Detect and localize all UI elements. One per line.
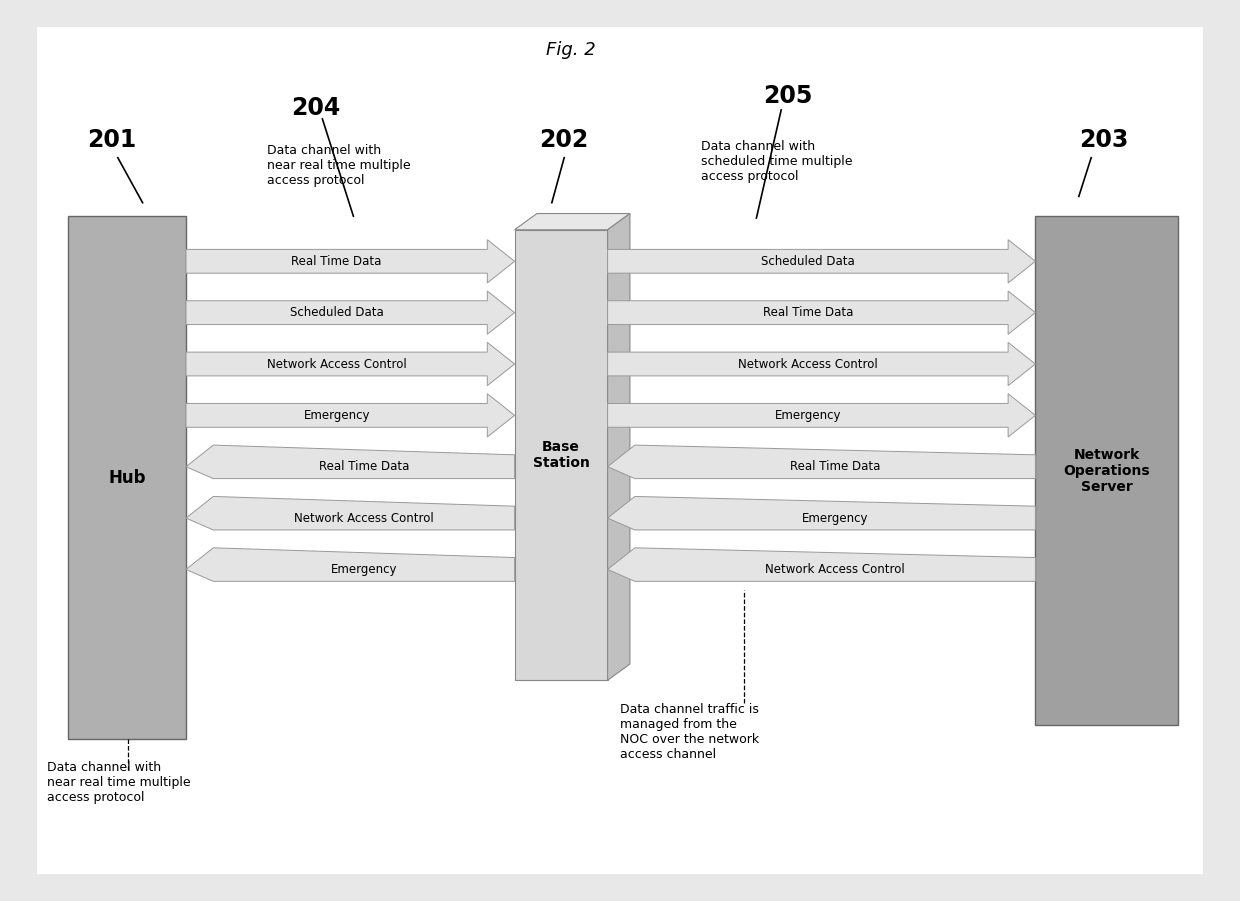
Bar: [68, 216, 186, 739]
Text: Data channel with
scheduled time multiple
access protocol: Data channel with scheduled time multipl…: [701, 140, 852, 183]
Bar: [1035, 216, 1178, 725]
Text: Scheduled Data: Scheduled Data: [761, 255, 854, 268]
Text: Hub: Hub: [108, 469, 146, 487]
Polygon shape: [608, 342, 1035, 386]
Polygon shape: [608, 445, 1035, 478]
Bar: [515, 230, 608, 680]
Text: Data channel with
near real time multiple
access protocol: Data channel with near real time multipl…: [47, 761, 191, 805]
Text: Emergency: Emergency: [802, 512, 868, 524]
Text: Data channel traffic is
managed from the
NOC over the network
access channel: Data channel traffic is managed from the…: [620, 703, 759, 760]
FancyBboxPatch shape: [37, 27, 1203, 874]
Polygon shape: [608, 394, 1035, 437]
Text: 203: 203: [1079, 128, 1128, 151]
Text: 205: 205: [763, 85, 812, 108]
Polygon shape: [186, 342, 515, 386]
Polygon shape: [608, 496, 1035, 530]
Text: Data channel with
near real time multiple
access protocol: Data channel with near real time multipl…: [267, 144, 410, 187]
Text: 204: 204: [291, 96, 341, 120]
Polygon shape: [186, 548, 515, 581]
Polygon shape: [186, 445, 515, 478]
Text: Emergency: Emergency: [304, 409, 370, 422]
Text: Scheduled Data: Scheduled Data: [290, 306, 383, 319]
Text: Emergency: Emergency: [331, 563, 397, 576]
Polygon shape: [608, 240, 1035, 283]
Polygon shape: [608, 214, 630, 680]
Text: Network Access Control: Network Access Control: [267, 358, 407, 370]
Polygon shape: [186, 496, 515, 530]
Text: Real Time Data: Real Time Data: [790, 460, 880, 473]
Polygon shape: [186, 291, 515, 334]
Text: Base
Station: Base Station: [533, 440, 589, 470]
Polygon shape: [515, 214, 630, 230]
Text: Network Access Control: Network Access Control: [765, 563, 905, 576]
Polygon shape: [186, 240, 515, 283]
Text: 201: 201: [87, 128, 136, 151]
Text: Real Time Data: Real Time Data: [319, 460, 409, 473]
Text: Network Access Control: Network Access Control: [294, 512, 434, 524]
Polygon shape: [186, 394, 515, 437]
Polygon shape: [608, 291, 1035, 334]
Text: Real Time Data: Real Time Data: [763, 306, 853, 319]
Text: Emergency: Emergency: [775, 409, 841, 422]
Polygon shape: [608, 548, 1035, 581]
Text: Network Access Control: Network Access Control: [738, 358, 878, 370]
Text: Network
Operations
Server: Network Operations Server: [1064, 448, 1149, 494]
Text: Real Time Data: Real Time Data: [291, 255, 382, 268]
Text: 202: 202: [539, 128, 589, 151]
Text: Fig. 2: Fig. 2: [546, 41, 595, 59]
